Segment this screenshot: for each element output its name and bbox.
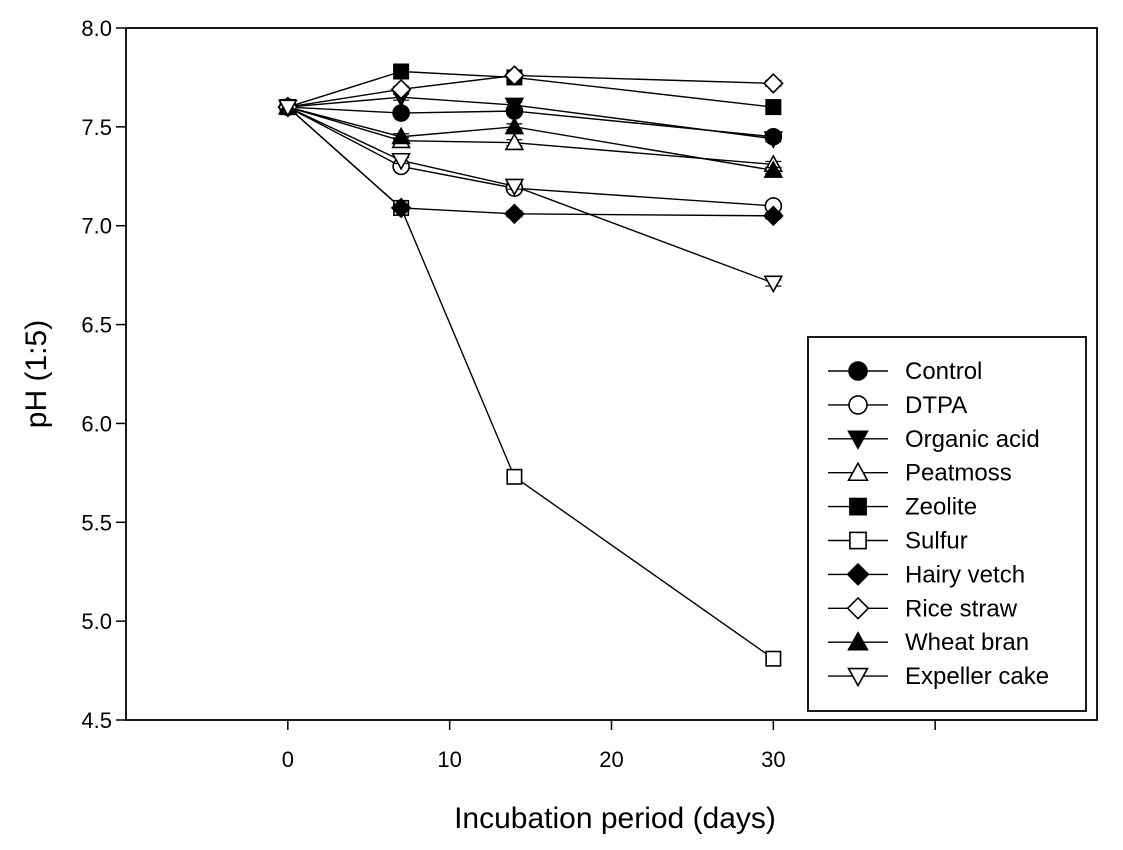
series-markers-hairy-vetch xyxy=(277,96,784,227)
series-markers-peatmoss xyxy=(278,97,784,172)
x-tick-label: 30 xyxy=(761,747,785,772)
legend-label: Zeolite xyxy=(905,494,977,521)
series-hairy-vetch xyxy=(287,106,774,217)
legend-label: Control xyxy=(905,358,982,385)
legend-item-wheat-bran: Wheat bran xyxy=(828,629,1029,656)
legend-marker-zeolite xyxy=(849,497,867,516)
y-tick-label: 8.0 xyxy=(81,16,112,41)
series-line-zeolite xyxy=(287,70,774,108)
x-axis-ticks: 0 10 20 30 xyxy=(282,720,936,772)
legend-marker-control xyxy=(848,361,868,381)
series-line-peatmoss xyxy=(287,106,774,166)
legend-label: Organic acid xyxy=(905,426,1040,453)
x-tick-label: 20 xyxy=(599,747,623,772)
legend-label: Wheat bran xyxy=(905,629,1029,656)
series-peatmoss xyxy=(287,106,774,166)
legend-entries: Control DTPA Organic acid Peatmoss Zeolite Su… xyxy=(828,358,1049,690)
data-point-sulfur xyxy=(765,650,782,667)
legend-marker-peatmoss xyxy=(847,461,869,482)
series-organic-acid xyxy=(287,96,774,140)
series-markers-rice-straw xyxy=(277,65,784,118)
data-point-hairy-vetch xyxy=(763,205,784,227)
legend-item-dtpa: DTPA xyxy=(828,392,967,419)
series-zeolite xyxy=(287,70,774,108)
data-point-organic-acid xyxy=(504,97,525,116)
x-tick-label: 0 xyxy=(282,747,294,772)
legend-label: DTPA xyxy=(905,392,967,419)
x-axis-title: Incubation period (days) xyxy=(454,802,776,835)
legend: Control DTPA Organic acid Peatmoss Zeolite Su… xyxy=(807,336,1087,712)
data-point-peatmoss xyxy=(504,132,525,151)
data-point-zeolite xyxy=(765,99,782,116)
data-point-expeller-cake xyxy=(763,275,784,294)
legend-item-zeolite: Zeolite xyxy=(828,494,977,521)
data-point-wheat-bran xyxy=(391,126,411,145)
series-line-control xyxy=(287,106,774,138)
legend-item-sulfur: Sulfur xyxy=(828,528,968,555)
series-line-dtpa xyxy=(287,106,774,207)
data-point-hairy-vetch xyxy=(390,197,412,219)
legend-marker-sulfur xyxy=(849,531,867,550)
y-axis-ticks: 4.5 5.0 5.5 6.0 6.5 7.0 7.5 8.0 xyxy=(81,16,126,733)
legend-marker-wheat-bran xyxy=(847,631,869,651)
series-line-hairy-vetch xyxy=(287,106,774,217)
legend-label: Rice straw xyxy=(905,595,1018,622)
data-point-wheat-bran xyxy=(504,116,525,135)
y-tick-label: 6.0 xyxy=(81,411,112,436)
series-wheat-bran xyxy=(287,106,774,172)
series-line-rice-straw xyxy=(287,74,774,108)
y-tick-label: 6.5 xyxy=(81,313,112,338)
legend-marker-dtpa xyxy=(848,395,868,415)
series-expeller-cake xyxy=(287,106,774,284)
legend-marker-organic-acid xyxy=(847,430,869,450)
x-tick-label: 10 xyxy=(437,747,461,772)
y-tick-label: 5.5 xyxy=(81,510,112,535)
data-point-zeolite xyxy=(393,63,410,80)
series-dtpa xyxy=(287,106,774,207)
data-point-expeller-cake xyxy=(504,178,525,197)
series-markers-expeller-cake xyxy=(278,99,784,294)
legend-label: Peatmoss xyxy=(905,460,1012,487)
data-point-expeller-cake xyxy=(278,99,298,118)
series-line-wheat-bran xyxy=(287,106,774,172)
data-point-control xyxy=(392,104,410,122)
legend-item-rice-straw: Rice straw xyxy=(828,595,1018,622)
legend-item-control: Control xyxy=(828,358,982,385)
data-point-sulfur xyxy=(506,468,523,485)
data-point-wheat-bran xyxy=(763,160,784,178)
y-tick-label: 7.5 xyxy=(81,115,112,140)
data-point-hairy-vetch xyxy=(504,203,525,225)
data-point-rice-straw xyxy=(504,65,525,86)
series-control xyxy=(287,106,774,138)
legend-marker-rice-straw xyxy=(846,596,870,620)
legend-marker-hairy-vetch xyxy=(846,562,870,586)
series-markers-dtpa xyxy=(279,98,783,215)
series-line-expeller-cake xyxy=(287,106,774,284)
data-point-organic-acid xyxy=(763,131,784,149)
y-axis-title: pH (1:5) xyxy=(20,320,53,428)
data-point-rice-straw xyxy=(390,78,412,100)
y-tick-label: 7.0 xyxy=(81,214,112,239)
series-markers-sulfur xyxy=(279,99,782,667)
y-tick-label: 5.0 xyxy=(81,609,112,634)
legend-marker-expeller-cake xyxy=(847,667,869,688)
legend-label: Sulfur xyxy=(905,528,968,555)
y-tick-label: 4.5 xyxy=(81,708,112,733)
series-layer xyxy=(277,63,784,667)
data-point-expeller-cake xyxy=(391,152,411,171)
series-markers-control xyxy=(279,98,783,146)
legend-item-expeller-cake: Expeller cake xyxy=(828,663,1049,690)
legend-label: Hairy vetch xyxy=(905,561,1025,588)
series-rice-straw xyxy=(287,74,774,108)
series-line-organic-acid xyxy=(287,96,774,140)
legend-item-organic-acid: Organic acid xyxy=(828,426,1040,453)
legend-item-hairy-vetch: Hairy vetch xyxy=(828,561,1025,588)
legend-item-peatmoss: Peatmoss xyxy=(828,460,1012,487)
data-point-rice-straw xyxy=(763,73,784,94)
legend-label: Expeller cake xyxy=(905,663,1049,690)
